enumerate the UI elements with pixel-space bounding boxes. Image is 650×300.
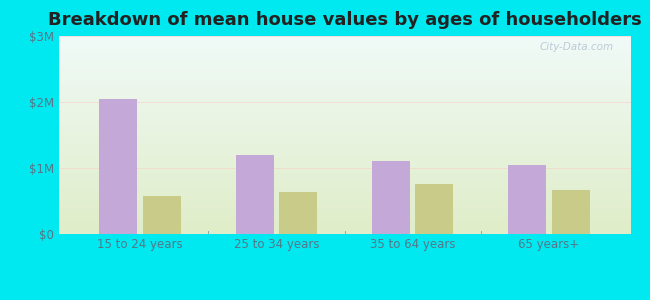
Text: City-Data.com: City-Data.com — [540, 42, 614, 52]
Bar — [235, 155, 274, 234]
Bar — [508, 165, 546, 234]
Title: Breakdown of mean house values by ages of householders: Breakdown of mean house values by ages o… — [47, 11, 642, 29]
Bar — [372, 161, 410, 234]
Bar — [551, 190, 590, 234]
Bar — [143, 196, 181, 234]
Bar — [279, 192, 317, 234]
Bar — [415, 184, 454, 234]
Bar — [99, 99, 138, 234]
